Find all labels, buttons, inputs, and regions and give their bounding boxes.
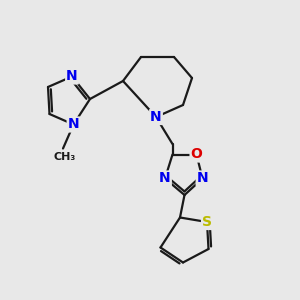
Text: N: N [68,118,79,131]
Text: S: S [202,215,212,229]
Text: N: N [159,172,171,185]
Text: N: N [150,110,162,124]
Text: N: N [66,70,78,83]
Text: O: O [190,148,202,161]
Text: CH₃: CH₃ [53,152,76,162]
Text: N: N [197,172,208,185]
